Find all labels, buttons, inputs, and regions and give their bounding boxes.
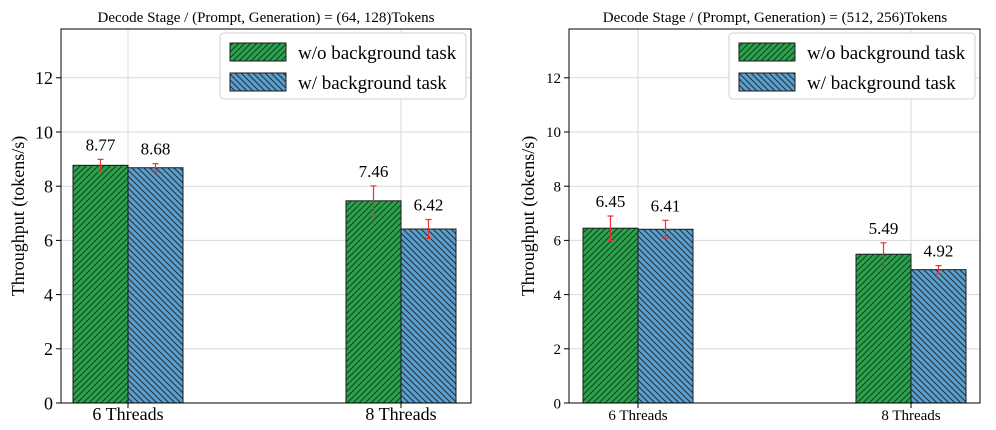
legend-label-series1: w/o background task bbox=[807, 43, 966, 64]
data-label: 7.46 bbox=[359, 162, 389, 181]
legend-swatch-series2 bbox=[229, 72, 287, 92]
legend-label-series2: w/ background task bbox=[298, 73, 447, 94]
legend: w/o background task w/ background task bbox=[219, 32, 467, 100]
x-tick-label: 8 Threads bbox=[881, 408, 940, 424]
x-tick-label: 6 Threads bbox=[608, 408, 667, 424]
data-label: 6.45 bbox=[596, 192, 626, 211]
y-tick-label: 4 bbox=[554, 288, 562, 304]
data-label: 4.92 bbox=[924, 242, 954, 261]
chart-right: Decode Stage / (Prompt, Generation) = (5… bbox=[518, 10, 981, 424]
x-tick-label: 8 Threads bbox=[365, 404, 436, 424]
bar-series2 bbox=[637, 228, 694, 404]
y-tick-label: 6 bbox=[554, 234, 562, 250]
bars bbox=[582, 227, 967, 404]
bar-series1 bbox=[582, 227, 639, 404]
bar-series2 bbox=[127, 167, 184, 404]
data-labels: 6.45 5.49 6.41 4.92 bbox=[596, 192, 954, 261]
legend-label-series2: w/ background task bbox=[807, 73, 956, 94]
plot-frame bbox=[60, 28, 472, 404]
y-tick-label: 12 bbox=[35, 68, 53, 88]
y-ticks: 0 2 4 6 8 10 12 bbox=[546, 71, 569, 412]
y-tick-label: 6 bbox=[44, 231, 53, 251]
y-tick-label: 12 bbox=[546, 71, 561, 87]
bar-series2 bbox=[910, 269, 967, 404]
y-tick-label: 8 bbox=[554, 179, 562, 195]
chart-title: Decode Stage / (Prompt, Generation) = (6… bbox=[98, 10, 435, 26]
y-tick-label: 8 bbox=[44, 176, 53, 196]
y-axis-label: Throughput (tokens/s) bbox=[518, 136, 539, 296]
data-labels: 8.77 7.46 8.68 6.42 bbox=[86, 135, 444, 214]
y-tick-label: 2 bbox=[44, 339, 53, 359]
error-bars bbox=[97, 158, 432, 240]
legend-swatch-series1 bbox=[229, 42, 287, 62]
y-tick-label: 2 bbox=[554, 342, 562, 358]
y-ticks: 0 2 4 6 8 10 12 bbox=[35, 68, 61, 413]
plot-frame bbox=[568, 28, 981, 404]
bar-series2 bbox=[400, 228, 457, 404]
legend-swatch-series2 bbox=[738, 72, 796, 92]
data-label: 8.68 bbox=[141, 140, 171, 159]
y-tick-label: 0 bbox=[44, 393, 53, 413]
x-tick-label: 6 Threads bbox=[92, 404, 163, 424]
legend-swatch-series1 bbox=[738, 42, 796, 62]
bar-series1 bbox=[345, 200, 402, 404]
legend: w/o background task w/ background task bbox=[728, 32, 976, 100]
bar-series1 bbox=[855, 253, 912, 404]
legend-label-series1: w/o background task bbox=[298, 43, 457, 64]
y-tick-label: 10 bbox=[35, 122, 53, 142]
data-label: 6.42 bbox=[414, 196, 444, 215]
error-bars bbox=[607, 215, 942, 275]
x-ticks: 6 Threads 8 Threads bbox=[608, 403, 941, 424]
chart-left: Decode Stage / (Prompt, Generation) = (6… bbox=[8, 10, 472, 424]
x-ticks: 6 Threads 8 Threads bbox=[92, 403, 437, 424]
bars bbox=[72, 164, 457, 404]
y-tick-label: 4 bbox=[44, 285, 53, 305]
bar-series1 bbox=[72, 164, 129, 404]
data-label: 5.49 bbox=[869, 219, 899, 238]
y-tick-label: 0 bbox=[554, 396, 562, 412]
data-label: 6.41 bbox=[651, 196, 681, 215]
chart-title: Decode Stage / (Prompt, Generation) = (5… bbox=[603, 10, 948, 26]
y-tick-label: 10 bbox=[546, 125, 561, 141]
y-axis-label: Throughput (tokens/s) bbox=[8, 136, 29, 296]
data-label: 8.77 bbox=[86, 135, 116, 154]
